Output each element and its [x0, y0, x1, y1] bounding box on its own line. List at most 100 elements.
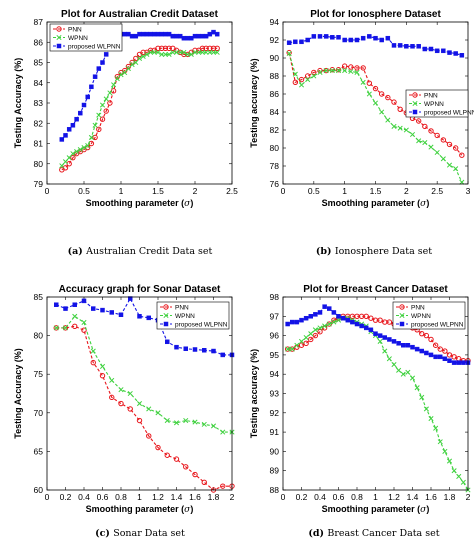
data-point — [348, 64, 354, 70]
series-wpnn — [59, 49, 220, 169]
x-tick-label: 0.2 — [296, 492, 308, 502]
data-point — [85, 142, 91, 149]
data-point — [118, 72, 124, 78]
data-point — [451, 468, 457, 474]
data-point — [126, 31, 131, 37]
data-point — [368, 315, 374, 321]
data-point — [165, 339, 170, 345]
data-point — [127, 406, 133, 412]
data-point — [210, 45, 217, 52]
data-point — [155, 444, 161, 451]
data-point — [72, 302, 77, 307]
data-point — [207, 45, 213, 52]
y-tick-label: 79 — [34, 179, 44, 189]
data-point — [428, 336, 434, 343]
data-point — [207, 49, 213, 55]
x-tick-label: 0.4 — [314, 492, 326, 502]
data-point — [96, 66, 102, 71]
data-point — [298, 342, 305, 348]
data-point — [62, 325, 69, 331]
data-point — [434, 132, 440, 139]
data-point — [410, 344, 415, 350]
x-tick-label: 0.8 — [115, 492, 127, 502]
x-axis-label-text: Smoothing parameter ( — [322, 504, 421, 514]
data-point — [308, 331, 314, 337]
data-point — [100, 307, 105, 313]
data-point — [364, 325, 369, 331]
data-point — [286, 40, 292, 45]
y-tick-label: 90 — [270, 53, 280, 63]
data-point — [348, 68, 354, 75]
data-point — [419, 330, 425, 337]
data-point — [192, 419, 198, 425]
data-point — [96, 112, 102, 118]
y-tick-label: 70 — [34, 408, 44, 418]
data-point — [103, 52, 109, 57]
data-point — [368, 327, 374, 333]
legend-marker — [56, 26, 62, 32]
data-point — [100, 60, 105, 65]
data-point — [366, 80, 373, 86]
data-point — [433, 354, 438, 360]
data-point — [317, 325, 323, 331]
data-point — [137, 31, 142, 37]
legend-entry: PNN — [411, 304, 425, 311]
data-point — [99, 373, 106, 379]
data-point — [323, 68, 329, 74]
y-tick-label: 88 — [270, 71, 280, 81]
data-point — [146, 406, 152, 412]
data-point — [174, 33, 179, 39]
data-point — [181, 49, 187, 55]
data-point — [397, 125, 403, 131]
data-point — [177, 33, 183, 39]
data-point — [416, 138, 422, 144]
data-point — [385, 35, 391, 41]
x-tick-label: 0.5 — [78, 186, 90, 196]
x-tick-label: 1.4 — [171, 492, 183, 502]
x-tick-label: 0.2 — [60, 492, 72, 502]
data-point — [298, 76, 305, 83]
data-point — [322, 323, 328, 329]
data-point — [214, 49, 220, 55]
x-tick-label: 0 — [45, 492, 50, 502]
data-point — [391, 99, 397, 105]
data-point — [396, 367, 402, 373]
data-point — [91, 306, 96, 311]
data-point — [382, 335, 387, 340]
data-point — [373, 331, 378, 336]
data-point — [350, 319, 355, 325]
data-point — [66, 127, 72, 132]
y-tick-label: 76 — [270, 179, 280, 189]
x-axis-label-symbol: σ — [184, 199, 191, 209]
legend-entry: proposed WLPNN — [175, 321, 228, 328]
data-point — [299, 317, 304, 323]
data-point — [397, 106, 403, 113]
series-proposed-wlpnn — [286, 34, 465, 58]
y-tick-label: 87 — [34, 17, 44, 27]
data-point — [386, 319, 393, 325]
data-point — [422, 46, 428, 52]
y-tick-label: 90 — [270, 446, 280, 456]
caption-text: Sonar Data set — [113, 528, 185, 539]
data-point — [70, 154, 76, 161]
x-tick-label: 2 — [193, 186, 198, 196]
y-tick-label: 86 — [270, 89, 280, 99]
data-point — [88, 134, 94, 140]
data-point — [409, 131, 416, 138]
caption-letter: (c) — [95, 528, 113, 539]
data-point — [144, 51, 150, 57]
data-point — [453, 51, 458, 56]
data-point — [166, 45, 172, 52]
data-point — [173, 49, 180, 55]
data-point — [199, 45, 206, 52]
data-point — [360, 79, 366, 85]
data-point — [391, 123, 397, 129]
data-point — [298, 338, 305, 344]
data-point — [397, 43, 403, 48]
data-point — [293, 39, 298, 45]
legend-marker — [56, 43, 62, 49]
data-point — [220, 429, 226, 435]
data-point — [201, 479, 207, 485]
data-point — [103, 96, 109, 102]
data-point — [81, 102, 87, 108]
